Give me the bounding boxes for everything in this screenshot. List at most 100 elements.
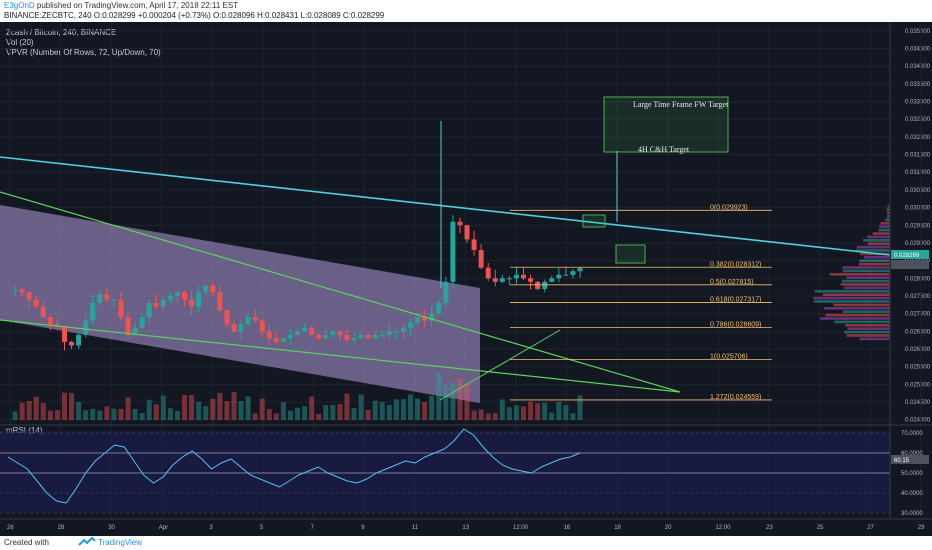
x-tick-label: 5 xyxy=(260,525,264,531)
volume-bar xyxy=(351,408,357,420)
volume-bar xyxy=(549,412,555,420)
y-tick-label: 0.026000 xyxy=(905,347,931,353)
y-tick-label: 0.026500 xyxy=(905,329,931,335)
volume-bar xyxy=(273,413,279,420)
volume-bar xyxy=(97,410,103,420)
rsi-value-tag xyxy=(891,455,929,464)
volume-bar xyxy=(316,413,322,420)
volume-bar xyxy=(118,408,124,420)
candle-body xyxy=(146,303,152,318)
vpvr-bar xyxy=(822,293,890,296)
vpvr-bar xyxy=(886,215,890,218)
tradingview-brand-link[interactable]: TradingView xyxy=(98,538,143,547)
vpvr-bar xyxy=(814,290,890,293)
fib-level-label: 0.786(0.026609) xyxy=(710,321,761,328)
pane-legend: Zcash / Bitcoin, 240, BINANCE Vol (20) V… xyxy=(6,28,161,58)
candle-body xyxy=(83,320,89,335)
volume-bar xyxy=(33,396,39,420)
y-tick-label: 0.033000 xyxy=(905,100,931,106)
x-tick-label: 26 xyxy=(7,525,14,531)
volume-bar xyxy=(499,399,505,420)
candle-body xyxy=(104,294,110,300)
y-tick-label: 0.024000 xyxy=(905,418,931,424)
username-link[interactable]: E3gOnD xyxy=(4,1,35,10)
x-tick-label: 25 xyxy=(817,525,824,531)
volume-bar xyxy=(203,406,209,420)
candle-body xyxy=(47,317,53,325)
vpvr-bar xyxy=(843,286,890,290)
candle-body xyxy=(542,281,548,289)
candle-body xyxy=(422,317,428,321)
candle-body xyxy=(521,274,527,279)
vpvr-bar xyxy=(846,334,890,337)
candle-body xyxy=(54,324,60,327)
volume-bar xyxy=(358,394,364,420)
candle-body xyxy=(577,268,583,272)
rsi-indicator-label[interactable]: mRSI (14) xyxy=(6,426,43,435)
vpvr-bar xyxy=(820,317,890,320)
y-tick-label: 0.025000 xyxy=(905,382,931,388)
vpvr-bar xyxy=(840,283,890,286)
volume-bar xyxy=(182,395,188,420)
volume-bar xyxy=(443,385,449,420)
volume-bar xyxy=(245,396,251,420)
volume-bar xyxy=(196,401,202,420)
vpvr-bar xyxy=(813,296,890,300)
x-tick-label: 18 xyxy=(614,525,621,531)
candle-body xyxy=(492,278,498,282)
vpvr-bar xyxy=(886,208,890,211)
chart-canvas[interactable]: 0.035000 0.034500 0.034000 0.033500 0.033000… xyxy=(0,0,932,536)
candle-body xyxy=(302,327,308,332)
published-text: published on TradingView.com, April 17, … xyxy=(34,1,239,10)
candle-body xyxy=(528,278,534,282)
targets: Large Time Frame FW Target 4H C&H Target xyxy=(582,96,729,264)
vpvr-indicator-label[interactable]: VPVR (Number Of Rows, 72, Up/Down, 70) xyxy=(6,48,161,57)
candle-body xyxy=(61,326,67,342)
x-tick-label: 3 xyxy=(209,525,213,531)
rsi-value-text: 60.15 xyxy=(894,458,910,464)
candle-body xyxy=(139,317,145,328)
wedge-lower-line xyxy=(0,319,681,393)
candle-body xyxy=(118,299,124,318)
candle-body xyxy=(189,299,195,307)
volume-bar xyxy=(436,372,442,420)
vpvr-bar xyxy=(829,273,890,276)
vpvr-bar xyxy=(842,279,890,283)
vpvr-bar xyxy=(842,266,890,269)
volume-bar xyxy=(415,398,421,420)
candle-body xyxy=(245,317,251,325)
y-tick-label: 0.030000 xyxy=(905,206,931,212)
y-tick-label: 0.025500 xyxy=(905,365,931,371)
fib-level-label: 0.618(0.027317) xyxy=(710,296,761,303)
candle-body xyxy=(344,334,350,341)
candle-body xyxy=(160,299,166,307)
candle-body xyxy=(273,338,279,342)
vpvr-bar xyxy=(844,330,890,334)
volume-bar xyxy=(210,398,216,420)
candle-body xyxy=(210,285,216,293)
fib-level-label: 0.5(0.027815) xyxy=(710,279,754,286)
volume-bar xyxy=(231,392,237,420)
volume-bar xyxy=(259,398,265,420)
volume-bar xyxy=(323,405,329,420)
price-tags: 0.028299 60.15 xyxy=(891,250,929,464)
volume-bar xyxy=(83,410,89,420)
volume-bar xyxy=(542,402,548,420)
hc-target-label: 4H C&H Target xyxy=(638,145,690,154)
vpvr-bar xyxy=(842,310,890,313)
candle-body xyxy=(513,274,519,279)
volume-bar xyxy=(379,402,385,420)
candle-body xyxy=(400,327,406,332)
candle-body xyxy=(111,299,117,301)
volume-bar xyxy=(167,408,173,420)
channel-fill xyxy=(0,205,480,403)
volume-bar xyxy=(337,404,343,420)
volume-indicator-label[interactable]: Vol (20) xyxy=(6,38,34,47)
volume-bar xyxy=(287,410,293,420)
candle-body xyxy=(196,292,202,307)
candle-body xyxy=(26,292,32,300)
volume-bar xyxy=(464,383,470,420)
large-target-label: Large Time Frame FW Target xyxy=(633,100,729,109)
fib-level-label: 0(0.029923) xyxy=(710,204,748,211)
candle-body xyxy=(549,278,555,282)
